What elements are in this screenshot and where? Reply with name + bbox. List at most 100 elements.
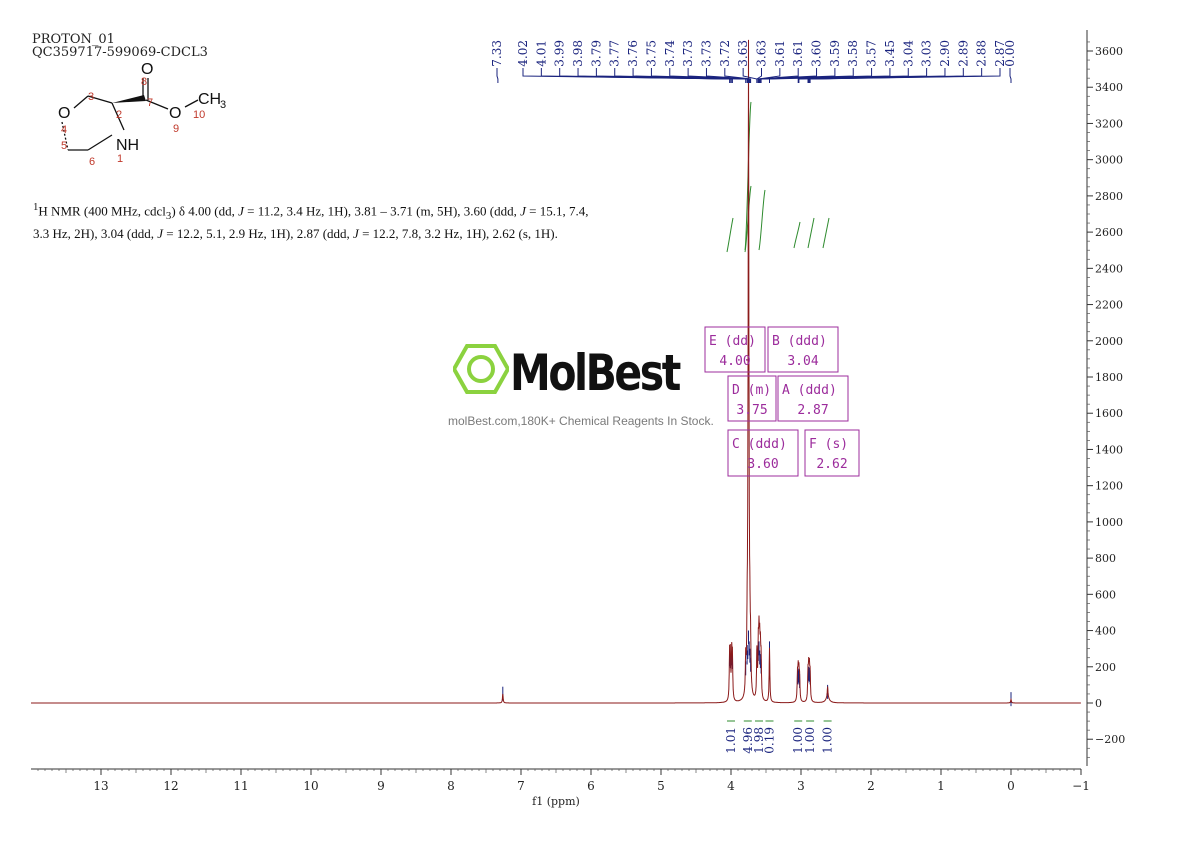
multiplet-shift: 3.75 (736, 403, 767, 418)
multiplet-box (804, 429, 860, 477)
y-tick-label: 2800 (1095, 190, 1123, 203)
multiplet-box (727, 429, 799, 477)
peak-leader (807, 68, 946, 83)
peak-leader (669, 68, 750, 83)
peak-leader (540, 68, 731, 83)
peak-label: 3.03 (920, 40, 934, 67)
x-tick-label: 10 (303, 779, 318, 793)
integral-curve (758, 189, 766, 251)
y-tick-label: 3600 (1095, 45, 1123, 58)
multiplet-label: C (ddd) (732, 437, 787, 452)
atom-number-7: 7 (147, 97, 153, 109)
multiplet-label: B (ddd) (772, 334, 827, 349)
peak-leader (724, 68, 752, 83)
multiplet-box (727, 375, 777, 422)
x-tick-label: 6 (587, 779, 595, 793)
integral-value: 1.98 (752, 727, 766, 754)
x-tick-label: 1 (937, 779, 945, 793)
x-tick-label: 13 (93, 779, 108, 793)
atom-number-3: 3 (88, 91, 94, 103)
integral-curve (793, 221, 801, 249)
x-tick-label: 4 (727, 779, 735, 793)
nmr-text-5: = 12.2, 5.1, 2.9 Hz, 1H), 2.87 (ddd, (163, 225, 354, 241)
y-tick-label: 800 (1095, 552, 1116, 565)
y-tick-label: 2600 (1095, 226, 1123, 239)
methyl-label: CH (198, 91, 221, 108)
peak-label: 3.74 (663, 40, 677, 67)
integral-value: 1.00 (803, 727, 817, 754)
x-tick-label: 5 (657, 779, 665, 793)
nmr-text-2: ) δ 4.00 (dd, (171, 203, 239, 219)
y-tick-label: 1000 (1095, 516, 1123, 529)
peak-leader (595, 68, 747, 83)
y-tick-label: 1600 (1095, 407, 1123, 420)
amine-label: NH (116, 137, 139, 154)
peak-label: 3.79 (589, 40, 603, 67)
peak-label: 3.98 (571, 40, 585, 67)
x-tick-label: 9 (377, 779, 385, 793)
x-tick-label: 3 (797, 779, 805, 793)
nmr-text-6: = 12.2, 7.8, 3.2 Hz, 1H), 2.62 (s, 1H). (358, 225, 558, 241)
y-tick-label: 1200 (1095, 480, 1123, 493)
multiplet-label: F (s) (809, 437, 848, 452)
nmr-text-1: H NMR (400 MHz, cdcl (38, 203, 166, 219)
atom-number-9: 9 (173, 123, 179, 135)
nmr-j-2: J (520, 203, 526, 219)
peak-leader (808, 68, 964, 83)
integral-value: 1.00 (821, 727, 835, 754)
nmr-text-4: = 15.1, 7.4, 3.3 Hz, 2H), 3.04 (ddd, (33, 203, 589, 241)
peak-leader (705, 68, 751, 83)
watermark-tagline: molBest.com,180K+ Chemical Reagents In S… (448, 414, 714, 428)
peak-leader (614, 68, 748, 83)
peak-label: 4.02 (516, 40, 530, 67)
x-tick-label: 8 (447, 779, 455, 793)
peak-leader (757, 68, 799, 83)
peak-label: 3.76 (626, 40, 640, 67)
multiplet-box (704, 326, 766, 373)
peak-label: 0.00 (1003, 40, 1017, 67)
ester-oxygen-label: O (169, 105, 181, 122)
peak-leader (809, 68, 1001, 83)
peak-label: 2.88 (975, 40, 989, 67)
x-tick-label: 11 (233, 779, 248, 793)
atom-number-10: 10 (193, 109, 205, 121)
multiplet-label: E (dd) (709, 334, 756, 349)
y-tick-label: 2400 (1095, 262, 1123, 275)
y-tick-label: 1400 (1095, 443, 1123, 456)
atom-number-2: 2 (116, 109, 122, 121)
integral-curve (726, 217, 734, 253)
nmr-description: 1H NMR (400 MHz, cdcl3) δ 4.00 (dd, J = … (33, 199, 603, 242)
peak-label: 3.60 (810, 40, 824, 67)
molbest-logo-icon (453, 344, 509, 394)
peak-label: 3.75 (644, 40, 658, 67)
peak-leader (559, 68, 733, 83)
peak-label: 3.57 (865, 40, 879, 67)
peak-label: 2.89 (956, 40, 970, 67)
peak-leader (798, 68, 928, 83)
peak-leader (759, 68, 836, 83)
peak-label: 3.61 (773, 40, 787, 67)
x-tick-label: 0 (1007, 779, 1015, 793)
multiplet-shift: 2.62 (816, 457, 847, 472)
y-tick-label: 3000 (1095, 154, 1123, 167)
peak-label: 4.01 (534, 40, 548, 67)
ring-oxygen-label: O (58, 105, 70, 122)
peak-label: 3.73 (681, 40, 695, 67)
y-tick-label: 200 (1095, 661, 1116, 674)
sample-name: PROTON_01 (32, 32, 115, 47)
nmr-sup: 1 (33, 201, 39, 213)
x-tick-label: 2 (867, 779, 875, 793)
peak-label: 3.59 (828, 40, 842, 67)
peak-leader (756, 68, 762, 83)
x-tick-label: 12 (163, 779, 178, 793)
peak-leader (522, 68, 731, 83)
peak-label: 3.72 (718, 40, 732, 67)
nmr-j-3: J (157, 225, 163, 241)
y-tick-label: 1800 (1095, 371, 1123, 384)
carbonyl-oxygen-label: O (141, 61, 153, 78)
y-tick-label: 3400 (1095, 81, 1123, 94)
nmr-text-3: = 11.2, 3.4 Hz, 1H), 3.81 – 3.71 (m, 5H)… (243, 203, 521, 219)
peak-label: 3.73 (699, 40, 713, 67)
